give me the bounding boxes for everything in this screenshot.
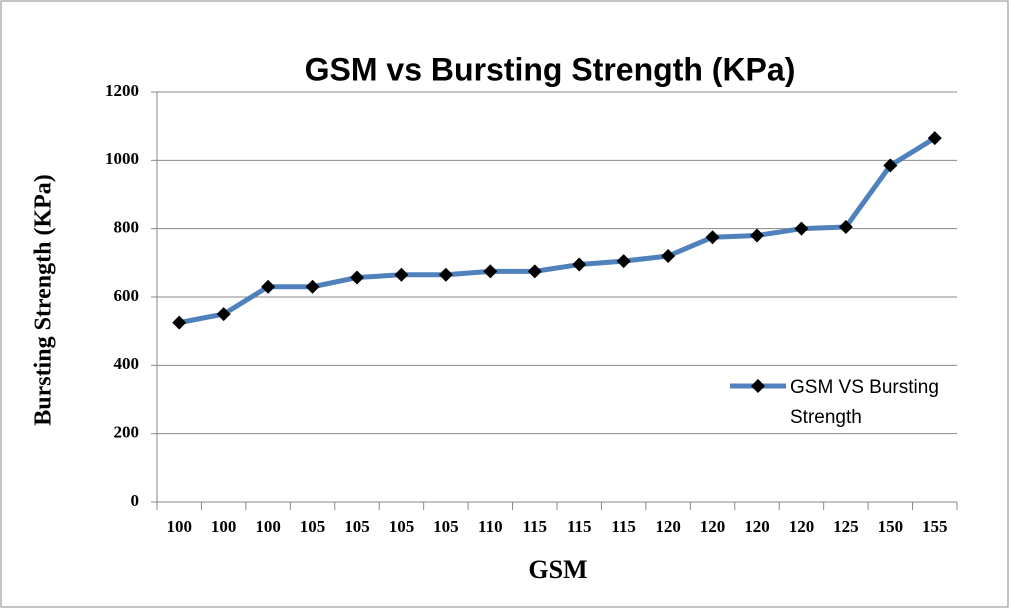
marker (572, 257, 587, 272)
marker (527, 264, 542, 279)
y-tick-label: 200 (114, 423, 140, 442)
y-tick-label: 600 (114, 286, 140, 305)
x-tick-label: 110 (478, 517, 503, 536)
x-tick-label: 105 (433, 517, 459, 536)
x-tick-label: 105 (300, 517, 326, 536)
y-tick-label: 800 (114, 218, 140, 237)
legend-box: GSM VS Bursting Strength (790, 377, 939, 428)
x-tick-label: 105 (344, 517, 370, 536)
marker (883, 158, 898, 173)
marker (616, 254, 631, 269)
legend-marker (751, 379, 765, 393)
y-tick-label: 1000 (105, 149, 139, 168)
x-tick-label: 155 (922, 517, 948, 536)
y-axis-label: Bursting Strength (KPa) (31, 174, 57, 426)
marker (438, 267, 453, 282)
marker (261, 279, 276, 294)
x-tick-label: 120 (700, 517, 726, 536)
x-tick-label: 120 (789, 517, 815, 536)
marker (394, 267, 409, 282)
chart-title: GSM vs Bursting Strength (KPa) (305, 51, 796, 87)
marker (305, 279, 320, 294)
marker (705, 230, 720, 245)
marker (216, 307, 231, 322)
x-tick-label: 115 (522, 517, 547, 536)
marker (838, 219, 853, 234)
y-tick-label: 1200 (105, 81, 139, 100)
y-tick-label: 0 (131, 491, 140, 510)
x-tick-label: 100 (211, 517, 237, 536)
marker (750, 228, 764, 243)
y-tick-label: 400 (114, 354, 140, 373)
x-tick-label: 115 (611, 517, 636, 536)
x-tick-label: 150 (878, 517, 904, 536)
marker (350, 270, 364, 285)
marker (927, 131, 942, 146)
marker (483, 264, 498, 279)
x-tick-label: 115 (567, 517, 592, 536)
x-tick-label: 100 (255, 517, 281, 536)
series-line (178, 135, 937, 326)
x-tick-label: 105 (389, 517, 415, 536)
legend-label: GSM VS Bursting Strength (790, 377, 939, 428)
x-tick-label: 120 (744, 517, 770, 536)
x-tick-label: 125 (833, 517, 859, 536)
x-axis-label: GSM (528, 555, 587, 584)
marker (794, 221, 809, 236)
marker (661, 249, 676, 263)
x-tick-label: 100 (166, 517, 192, 536)
marker (172, 315, 187, 330)
x-tick-label: 120 (655, 517, 681, 536)
